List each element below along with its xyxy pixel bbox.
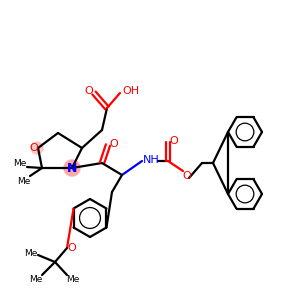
Text: O: O xyxy=(68,243,76,253)
Circle shape xyxy=(31,142,43,154)
Text: O: O xyxy=(110,139,118,149)
Text: O: O xyxy=(85,86,93,96)
Text: O: O xyxy=(30,143,38,153)
Text: Me: Me xyxy=(17,178,31,187)
Text: O: O xyxy=(169,136,178,146)
Text: Me: Me xyxy=(29,275,43,284)
Text: Me: Me xyxy=(66,274,80,284)
Text: OH: OH xyxy=(122,86,140,96)
Text: N: N xyxy=(67,161,77,175)
Circle shape xyxy=(64,160,80,176)
Text: NH: NH xyxy=(142,155,159,165)
Text: O: O xyxy=(183,171,191,181)
Text: Me: Me xyxy=(13,158,27,167)
Text: Me: Me xyxy=(24,250,38,259)
